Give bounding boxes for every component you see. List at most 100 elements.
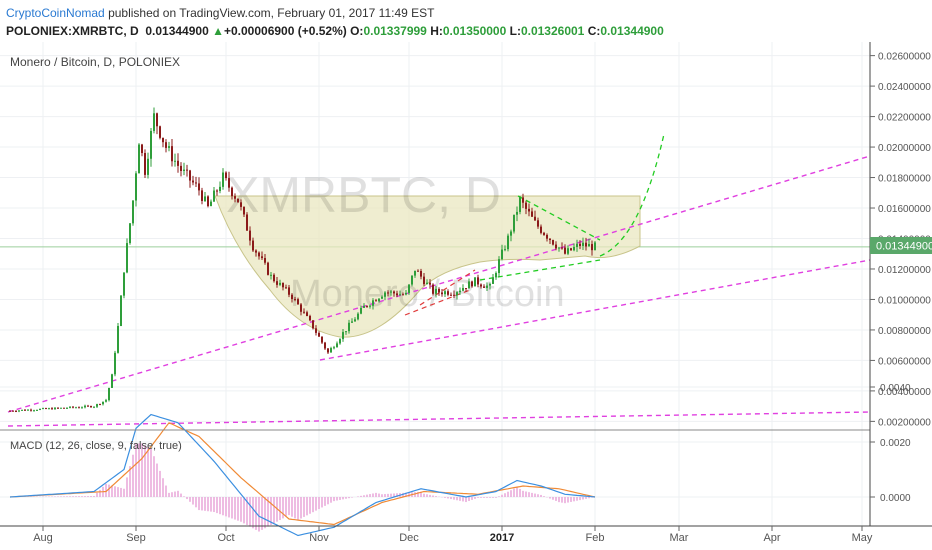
candle-body: [267, 262, 269, 275]
candle-body: [429, 282, 431, 285]
x-tick-label: Sep: [126, 532, 146, 544]
candle-body: [90, 405, 92, 408]
candle-body: [540, 226, 542, 233]
candle-body: [360, 307, 362, 314]
candle-body: [306, 312, 308, 316]
candle-body: [333, 347, 335, 349]
candle-body: [249, 230, 251, 241]
candle-body: [39, 408, 41, 410]
candle-body: [69, 406, 71, 408]
y-tick-label: 0.0000: [880, 493, 911, 504]
candle-body: [297, 299, 299, 305]
candle-body: [576, 243, 578, 247]
candle-body: [492, 277, 494, 284]
macd-line: [9, 413, 596, 537]
candle-body: [309, 315, 311, 321]
candle-body: [342, 332, 344, 340]
candle-body: [264, 258, 266, 263]
candle-body: [351, 321, 353, 323]
candle-body: [486, 285, 488, 288]
x-tick-label: Apr: [763, 532, 780, 544]
candle-body: [291, 294, 293, 300]
y-tick-label: 0.00800000: [878, 326, 931, 337]
candle-body: [432, 284, 434, 294]
candle-body: [555, 244, 557, 249]
candle-body: [336, 343, 338, 348]
candle-body: [552, 240, 554, 245]
chart-canvas[interactable]: XMRBTC, D Monero / Bitcoin Aug Sep Oct Nov D…: [0, 42, 932, 550]
candle-body: [459, 290, 461, 293]
candle-body: [447, 291, 449, 295]
candle-body: [579, 243, 581, 246]
candle-body: [285, 287, 287, 289]
trendline-long: [7, 155, 871, 413]
candle-body: [516, 211, 518, 215]
candle-body: [270, 274, 272, 276]
candle-body: [174, 160, 176, 162]
candle-body: [456, 292, 458, 296]
candle-body: [408, 284, 410, 293]
y-tick-label: 0.01800000: [878, 174, 931, 185]
candle-body: [570, 248, 572, 251]
x-tick-label: 2017: [490, 532, 514, 544]
high-value: 0.01350000: [442, 24, 507, 38]
candle-body: [54, 407, 56, 410]
candle-body: [507, 235, 509, 250]
low-value: 0.01326001: [520, 24, 585, 38]
x-tick-label: Nov: [309, 532, 329, 544]
x-tick-label: Dec: [399, 532, 419, 544]
publish-info: published on TradingView.com, February 0…: [108, 6, 435, 20]
candle-body: [357, 313, 359, 320]
candle-body: [402, 294, 404, 296]
candle-body: [378, 298, 380, 302]
candle-body: [180, 165, 182, 171]
candle-body: [153, 113, 155, 131]
candle-body: [150, 130, 152, 159]
candle-body: [66, 407, 68, 409]
candle-body: [312, 320, 314, 329]
author-link[interactable]: CryptoCoinNomad: [6, 6, 105, 20]
candle-body: [165, 142, 167, 148]
candle-body: [450, 294, 452, 296]
candle-body: [318, 332, 320, 337]
candle-body: [129, 223, 131, 244]
candle-body: [468, 281, 470, 289]
candle-body: [201, 190, 203, 201]
close-value: 0.01344900: [600, 24, 664, 38]
candle-body: [87, 405, 89, 407]
candle-body: [237, 198, 239, 203]
candle-body: [42, 408, 44, 410]
candle-body: [525, 202, 527, 209]
svg-text:0.01344900: 0.01344900: [876, 241, 932, 253]
candle-body: [300, 304, 302, 312]
x-tick-label: Feb: [586, 532, 605, 544]
candle-body: [261, 256, 263, 259]
trendlines: [7, 133, 871, 427]
candle-body: [294, 299, 296, 301]
candle-body: [384, 292, 386, 297]
wedge-lower: [404, 289, 471, 316]
candle-body: [504, 249, 506, 251]
candle-body: [93, 406, 95, 408]
candle-body: [366, 305, 368, 307]
candle-body: [348, 322, 350, 332]
candle-body: [369, 305, 371, 307]
channel-upper: [517, 195, 601, 241]
candle-body: [45, 408, 47, 410]
chart-title: Monero / Bitcoin, D, POLONIEX: [10, 55, 180, 69]
candle-body: [258, 252, 260, 257]
candle-body: [105, 400, 107, 402]
candle-body: [531, 211, 533, 217]
x-tick-label: May: [852, 532, 873, 544]
candle-body: [162, 137, 164, 143]
candle-body: [228, 178, 230, 188]
candle-body: [522, 197, 524, 203]
low-label: L:: [509, 24, 521, 38]
candle-body: [171, 146, 173, 162]
y-tick-label: 0.02600000: [878, 52, 931, 63]
candle-body: [399, 294, 401, 296]
candle-body: [381, 296, 383, 299]
change-value: +0.00006900 (+0.52%): [223, 24, 347, 38]
candle-body: [582, 242, 584, 246]
candle-body: [144, 153, 146, 175]
